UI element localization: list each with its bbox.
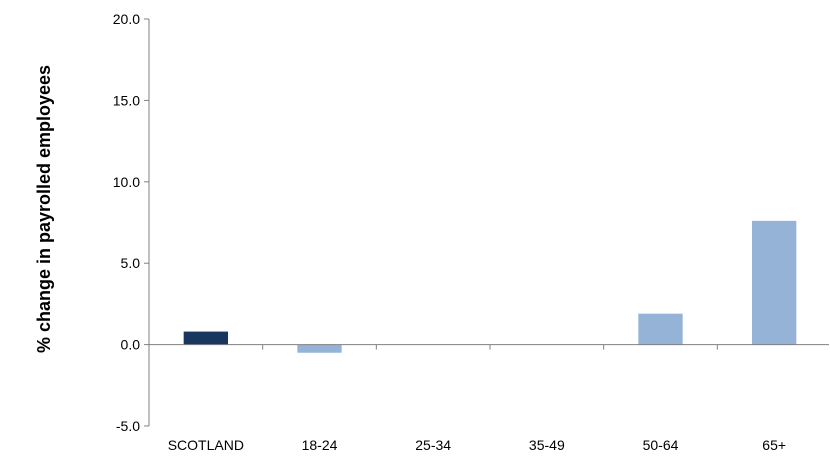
y-tick-label: 15.0 — [113, 92, 140, 108]
y-axis-ticks: -5.0 0.0 5.0 10.0 15.0 20.0 — [113, 11, 149, 434]
bar-65- — [752, 220, 797, 345]
y-tick-label: 10.0 — [113, 174, 140, 190]
y-tick-label: 0.0 — [121, 337, 141, 353]
y-tick-label: 20.0 — [113, 11, 140, 27]
x-category-label: 65+ — [762, 437, 786, 453]
x-category-label: 50-64 — [643, 437, 679, 453]
bar-18-24 — [297, 344, 342, 353]
y-tick-label: -5.0 — [116, 418, 140, 434]
x-category-label: 25-34 — [415, 437, 451, 453]
x-category-label: 18-24 — [302, 437, 338, 453]
bars — [183, 220, 797, 353]
x-category-label: SCOTLAND — [168, 437, 244, 453]
x-axis-ticks: SCOTLAND 18-24 25-34 35-49 50-64 65+ — [168, 344, 786, 453]
y-tick-label: 5.0 — [121, 255, 141, 271]
y-axis-title: % change in payrolled employees — [34, 65, 54, 353]
x-category-label: 35-49 — [529, 437, 565, 453]
bar-50-64 — [638, 313, 683, 345]
bar-scotland — [183, 331, 228, 345]
